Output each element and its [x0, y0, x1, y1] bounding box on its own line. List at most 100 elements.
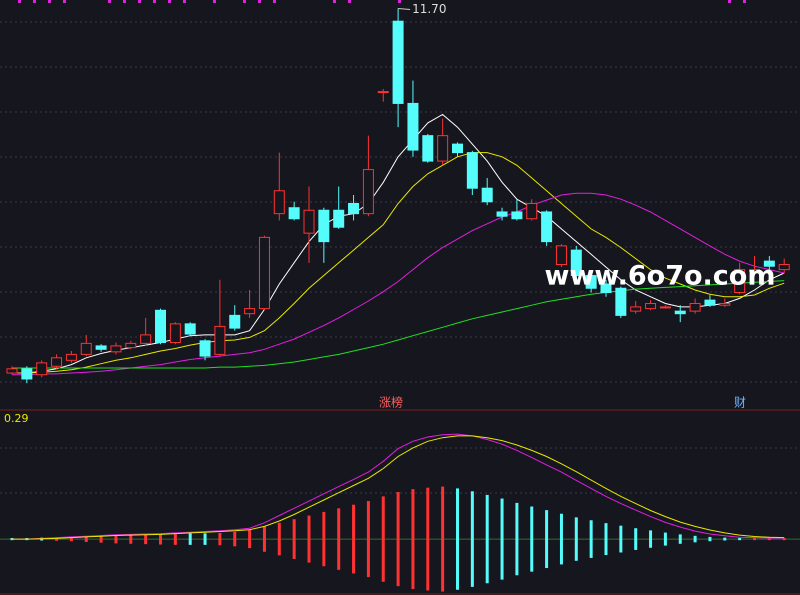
- max-label: 11.70: [412, 2, 446, 16]
- candle-body: [645, 303, 657, 310]
- candle-body: [630, 306, 642, 312]
- candle-body: [422, 135, 434, 162]
- macd-bar: [233, 531, 237, 547]
- candle-body: [407, 102, 419, 151]
- candle-body: [184, 323, 196, 335]
- macd-panel: [0, 433, 800, 592]
- annotation: 涨榜: [379, 395, 403, 410]
- macd-bar: [366, 501, 370, 578]
- top-marker: [108, 0, 111, 3]
- macd-bar: [248, 530, 252, 549]
- candle-body: [169, 323, 181, 344]
- top-marker: [743, 0, 746, 3]
- candle-body: [214, 325, 226, 355]
- candle-body: [21, 368, 33, 380]
- candle-body: [763, 260, 775, 267]
- macd-bar: [782, 537, 786, 541]
- indicator-line: [12, 433, 785, 540]
- candle-body: [140, 334, 152, 344]
- candle-body: [348, 202, 360, 215]
- top-marker: [48, 0, 51, 3]
- macd-bar: [352, 504, 356, 574]
- candle-body: [199, 340, 211, 357]
- macd-bar: [470, 491, 474, 587]
- macd-bar: [381, 496, 385, 582]
- macd-bar: [574, 517, 578, 561]
- macd-bar: [188, 533, 192, 545]
- top-marker: [333, 0, 336, 3]
- macd-bar: [426, 487, 430, 591]
- macd-bar: [144, 534, 148, 545]
- macd-bar: [159, 533, 162, 545]
- macd-bar: [663, 532, 667, 546]
- candle-body: [585, 275, 597, 289]
- candle-body: [719, 303, 731, 306]
- macd-bar: [69, 536, 73, 542]
- candle-body: [110, 345, 122, 353]
- top-marker: [243, 0, 246, 3]
- candle-body: [734, 269, 746, 294]
- top-marker: [168, 0, 171, 3]
- candle-body: [452, 143, 463, 154]
- top-marker: [123, 0, 126, 3]
- candle-body: [437, 135, 449, 162]
- candle-body: [749, 269, 760, 272]
- macd-bar: [678, 534, 682, 544]
- macd-bar: [55, 537, 59, 541]
- candle-body: [273, 190, 285, 215]
- candle-body: [51, 357, 63, 367]
- candle-body: [377, 91, 389, 94]
- macd-bar: [129, 534, 133, 544]
- macd-bar: [604, 523, 608, 556]
- macd-bar: [589, 520, 593, 558]
- candle-body: [481, 187, 493, 203]
- macd-bar: [322, 511, 326, 567]
- candle-body: [258, 236, 270, 310]
- candle-body: [229, 314, 241, 329]
- candle-body: [155, 309, 166, 344]
- macd-bar: [738, 537, 742, 541]
- candle-body: [689, 303, 701, 312]
- top-marker: [33, 0, 36, 3]
- macd-bar: [307, 515, 311, 563]
- macd-bar: [203, 533, 207, 545]
- macd-bar: [456, 488, 459, 590]
- top-marker: [153, 0, 156, 3]
- macd-bar: [530, 506, 534, 572]
- macd-bar: [559, 513, 563, 565]
- candle-body: [362, 169, 374, 215]
- candle-body: [65, 353, 77, 361]
- candle-body: [392, 20, 404, 104]
- candle-body: [526, 202, 538, 220]
- annotation: 财: [734, 396, 746, 410]
- macd-bar: [693, 535, 697, 543]
- indicator-line: [12, 280, 785, 369]
- macd-bar: [515, 502, 519, 576]
- macd-bar: [99, 535, 103, 543]
- candle-body: [674, 310, 686, 315]
- macd-bar: [173, 533, 177, 545]
- candle-body: [600, 283, 612, 293]
- candle-body: [303, 209, 315, 234]
- macd-bar: [277, 522, 281, 556]
- candle-body: [288, 207, 300, 220]
- candle-body: [511, 211, 523, 220]
- candle-body: [95, 345, 107, 350]
- macd-bar: [396, 492, 400, 587]
- macd-bar: [84, 536, 88, 542]
- macd-bar: [649, 530, 653, 548]
- macd-max-label: 0.29: [4, 412, 29, 425]
- macd-bar: [500, 498, 504, 580]
- macd-bar: [767, 537, 771, 541]
- indicator-line: [12, 113, 785, 374]
- indicator-line: [12, 192, 785, 376]
- candle-body: [36, 362, 48, 376]
- top-marker: [138, 0, 141, 3]
- macd-bar: [619, 525, 623, 553]
- macd-bar: [545, 510, 549, 569]
- macd-bar: [485, 494, 489, 584]
- macd-bar: [708, 536, 712, 542]
- candle-body: [541, 211, 553, 243]
- candle-body: [615, 287, 627, 316]
